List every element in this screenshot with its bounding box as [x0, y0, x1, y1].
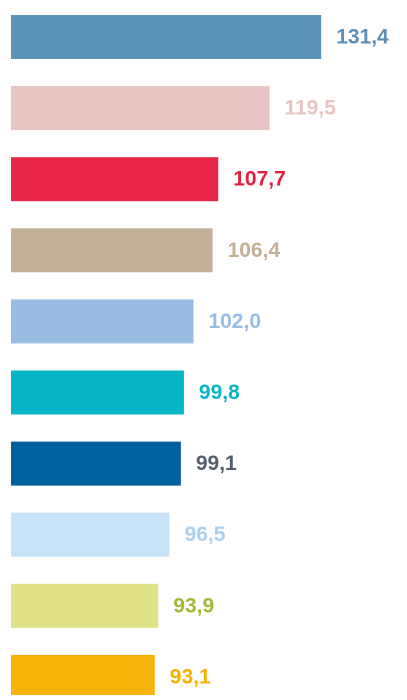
- value-label: 106,4: [228, 239, 281, 262]
- bar: [11, 654, 155, 699]
- bar: [11, 15, 322, 59]
- bar: [11, 86, 270, 131]
- value-label: 96,5: [185, 523, 226, 546]
- bar: [11, 512, 170, 557]
- value-label: 131,4: [336, 26, 389, 49]
- value-label: 107,7: [233, 168, 286, 191]
- value-label: 119,5: [284, 97, 336, 120]
- bar: [11, 157, 219, 202]
- bar: [11, 370, 184, 415]
- bar: [11, 441, 181, 486]
- value-label: 93,9: [173, 594, 214, 617]
- value-label: 99,1: [196, 452, 237, 475]
- bar: [11, 583, 159, 628]
- value-label: 102,0: [208, 310, 261, 333]
- value-label: 99,8: [199, 381, 240, 404]
- value-label: 93,1: [170, 665, 211, 688]
- bar: [11, 299, 194, 344]
- bar: [11, 228, 213, 273]
